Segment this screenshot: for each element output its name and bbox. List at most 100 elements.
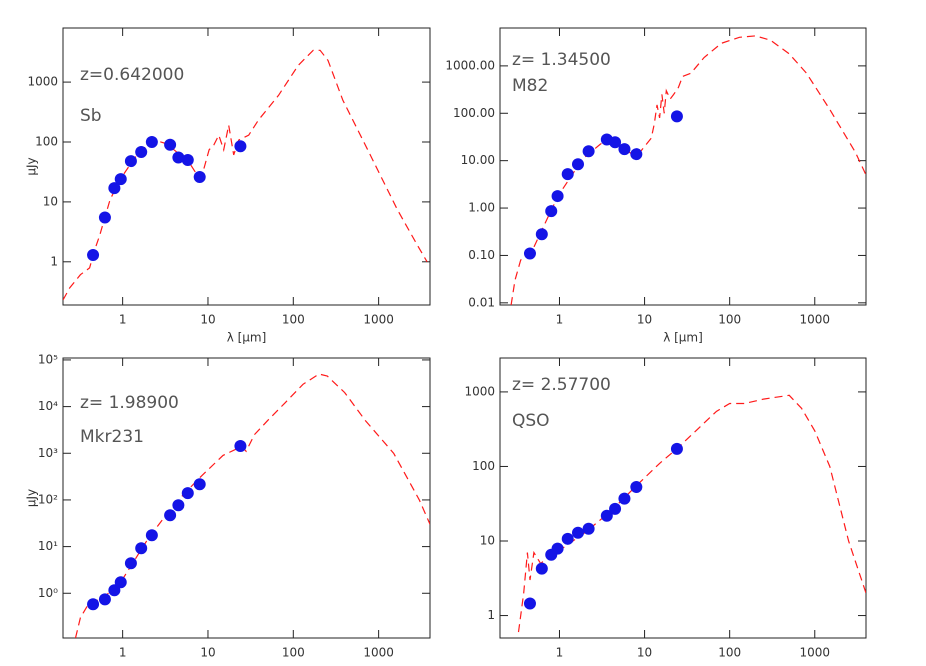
plot-frame bbox=[499, 357, 867, 639]
y-tick-label: 1 bbox=[50, 254, 58, 268]
x-tick-label: 100 bbox=[282, 313, 305, 327]
y-tick-label: 10 bbox=[480, 534, 495, 548]
y-axis-label: μJy bbox=[25, 157, 39, 175]
data-point bbox=[135, 146, 148, 159]
plot-frame bbox=[62, 357, 431, 639]
data-point bbox=[181, 154, 194, 167]
x-tick-label: 1000 bbox=[363, 646, 394, 660]
data-point bbox=[108, 584, 121, 597]
y-tick-label: 10⁰ bbox=[38, 586, 58, 600]
x-tick-label: 1 bbox=[556, 313, 564, 327]
data-point bbox=[234, 140, 247, 153]
y-tick-label: 10.00 bbox=[461, 153, 495, 167]
x-tick-label: 1000 bbox=[363, 313, 394, 327]
data-point bbox=[114, 173, 127, 186]
y-tick-label: 0.10 bbox=[468, 248, 495, 262]
x-tick-label: 100 bbox=[282, 646, 305, 660]
y-tick-label: 10 bbox=[43, 194, 58, 208]
plot-frame bbox=[62, 27, 431, 306]
data-point bbox=[87, 598, 100, 611]
data-point bbox=[98, 211, 111, 224]
data-point bbox=[535, 562, 548, 575]
x-tick-label: 1000 bbox=[799, 646, 830, 660]
x-tick-label: 1 bbox=[119, 646, 127, 660]
y-tick-label: 1000.00 bbox=[445, 58, 495, 72]
data-point bbox=[600, 509, 613, 522]
panel-label: QSO bbox=[512, 411, 550, 431]
data-point bbox=[181, 487, 194, 500]
data-point bbox=[124, 557, 137, 570]
data-point bbox=[135, 542, 148, 555]
data-point bbox=[193, 478, 206, 491]
x-axis-label: λ [μm] bbox=[663, 331, 703, 345]
panel-label: Mkr231 bbox=[80, 427, 144, 447]
panel-label: z= 2.57700 bbox=[512, 375, 611, 395]
x-tick-label: 1 bbox=[556, 646, 564, 660]
data-point bbox=[164, 138, 177, 151]
data-point bbox=[114, 576, 127, 589]
data-point bbox=[561, 532, 574, 545]
data-point bbox=[145, 529, 158, 542]
data-point bbox=[164, 509, 177, 522]
x-tick-label: 1 bbox=[119, 313, 127, 327]
x-tick-label: 10 bbox=[637, 646, 652, 660]
panel-label: z= 1.98900 bbox=[80, 393, 179, 413]
data-point bbox=[618, 492, 631, 505]
data-point bbox=[523, 247, 536, 260]
x-tick-label: 10 bbox=[200, 646, 215, 660]
model-curve bbox=[63, 49, 428, 301]
y-tick-label: 100 bbox=[472, 459, 495, 473]
y-tick-label: 10⁵ bbox=[38, 352, 58, 366]
data-point bbox=[523, 597, 536, 610]
data-point bbox=[535, 228, 548, 241]
y-tick-label: 0.01 bbox=[468, 295, 495, 309]
data-point bbox=[172, 499, 185, 512]
panel-label: M82 bbox=[512, 76, 548, 96]
data-point bbox=[630, 148, 643, 161]
data-point bbox=[145, 135, 158, 148]
x-tick-label: 100 bbox=[718, 646, 741, 660]
data-point bbox=[108, 182, 121, 195]
data-point bbox=[551, 190, 564, 203]
y-tick-label: 100 bbox=[35, 134, 58, 148]
data-point bbox=[609, 136, 622, 149]
data-point bbox=[609, 502, 622, 515]
data-point bbox=[234, 440, 247, 453]
panel-label: Sb bbox=[80, 106, 102, 126]
data-point bbox=[582, 522, 595, 535]
data-point bbox=[551, 542, 564, 555]
model-curve bbox=[517, 394, 866, 633]
data-point bbox=[618, 143, 631, 156]
y-tick-label: 10¹ bbox=[38, 539, 58, 553]
data-point bbox=[582, 145, 595, 158]
y-tick-label: 1.00 bbox=[468, 201, 495, 215]
y-tick-label: 10⁴ bbox=[38, 399, 58, 413]
x-tick-label: 10 bbox=[637, 313, 652, 327]
data-point bbox=[571, 158, 584, 171]
y-tick-label: 1 bbox=[487, 608, 495, 622]
data-point bbox=[670, 110, 683, 123]
x-tick-label: 100 bbox=[718, 313, 741, 327]
y-tick-label: 10² bbox=[38, 492, 58, 506]
data-point bbox=[630, 481, 643, 494]
plot-frame bbox=[499, 27, 867, 306]
data-point bbox=[98, 593, 111, 606]
data-point bbox=[670, 442, 683, 455]
data-point bbox=[545, 205, 558, 218]
data-point bbox=[193, 171, 206, 184]
y-axis-label: μJy bbox=[25, 489, 39, 507]
x-tick-label: 1000 bbox=[799, 313, 830, 327]
y-tick-label: 1000 bbox=[27, 75, 58, 89]
panel-label: z= 1.34500 bbox=[512, 50, 611, 70]
x-tick-label: 10 bbox=[200, 313, 215, 327]
y-tick-label: 1000 bbox=[464, 384, 495, 398]
data-point bbox=[571, 526, 584, 539]
y-tick-label: 10³ bbox=[38, 446, 58, 460]
model-curve bbox=[74, 373, 430, 638]
x-axis-label: λ [μm] bbox=[227, 331, 267, 345]
data-point bbox=[87, 248, 100, 261]
data-point bbox=[172, 151, 185, 164]
data-point bbox=[124, 155, 137, 168]
